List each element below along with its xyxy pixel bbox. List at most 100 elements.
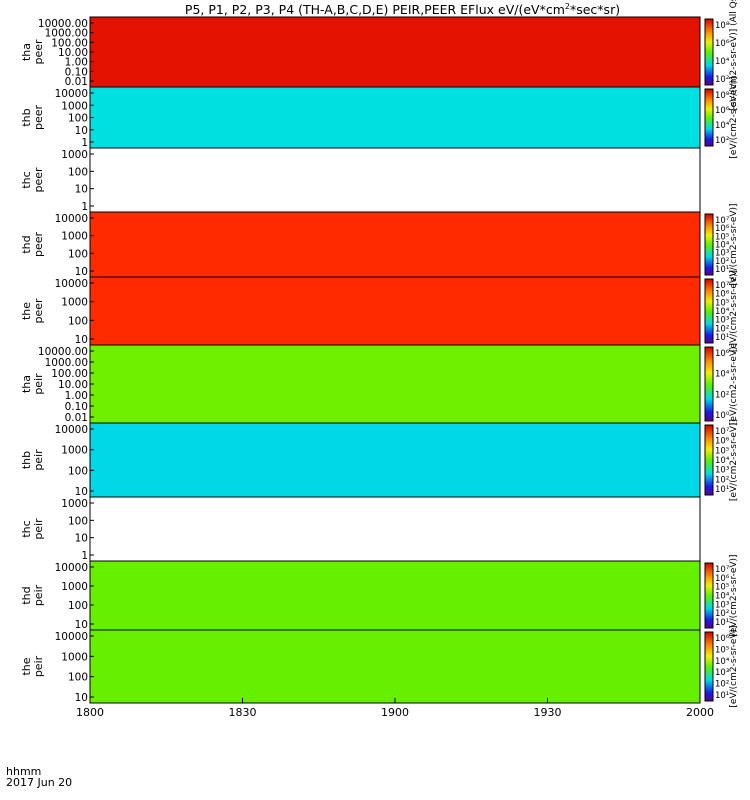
panel-4-colorbar-tick: 10³ (715, 316, 729, 326)
panel-9-colorbar (704, 631, 714, 702)
panel-0-colorbar-tick: 10⁶ (715, 39, 730, 49)
panel-1-ylabel-species: peer (32, 105, 45, 131)
panel-3-colorbar-tick: 10⁴ (715, 241, 730, 251)
panel-1-colorbar (704, 88, 714, 147)
panel-3-colorbar-tick: 10¹ (715, 265, 729, 275)
xtick-label: 2000 (686, 706, 714, 719)
panel-6-plot (89, 422, 701, 498)
panel-9-colorbar-tick: 10⁶ (715, 634, 730, 644)
panel-0-colorbar-tick: 10² (715, 75, 729, 85)
panel-1-colorbar-label: [eV/(cm2-s-sr-eV)] (729, 76, 739, 158)
panel-3-plot (89, 211, 701, 278)
panel-4-ytick-label: 100 (68, 315, 88, 327)
panel-1-colorbar-tick: 10² (715, 136, 729, 146)
panel-3-ytick-label: 10000 (55, 213, 88, 225)
panel-6-ylabel-probe: thb (20, 451, 33, 469)
panel-9-colorbar-tick: 10³ (715, 668, 729, 678)
panel-3-colorbar-tick: 10⁶ (715, 224, 730, 234)
panel-0-ytick-label: 0.01 (65, 76, 88, 88)
panel-4-colorbar-tick: 10⁴ (715, 307, 730, 317)
panel-3-colorbar-tick: 10⁷ (715, 216, 730, 226)
panel-1-colorbar-tick: 10⁴ (715, 121, 730, 131)
panel-9-colorbar-tick: 10² (715, 680, 729, 690)
panel-0-colorbar-label: [eV/(cm2-s-sr-eV)] (All Qs) (729, 0, 739, 111)
panel-5-ylabel-probe: tha (20, 375, 33, 393)
panel-9-ylabel-probe: the (20, 657, 33, 675)
panel-5-colorbar (704, 346, 714, 422)
panel-7-ytick-label: 10 (75, 533, 88, 545)
panel-0-ytick-label: 100.00 (51, 37, 88, 49)
panel-2-ylabel-species: peer (32, 167, 45, 193)
panel-8-colorbar-tick: 10³ (715, 600, 729, 610)
panel-5-plot (89, 344, 701, 424)
panel-8-colorbar-tick: 10⁴ (715, 592, 730, 602)
panel-3-ylabel-species: peer (32, 232, 45, 258)
panel-3-colorbar-tick: 10⁵ (715, 232, 729, 242)
panel-9-colorbar-tick: 10⁴ (715, 657, 730, 667)
panel-4-colorbar-tick: 10⁶ (715, 290, 730, 300)
panel-8-ytick-label: 100 (68, 600, 88, 612)
panel-6-colorbar-tick: 10⁶ (715, 437, 730, 447)
panel-4-ytick-label: 10 (75, 334, 88, 346)
panel-4-colorbar-tick: 10¹ (715, 333, 729, 343)
panel-9-ytick-label: 10 (75, 692, 88, 704)
panel-7-ytick-label: 100 (68, 515, 88, 527)
panel-3-colorbar-tick: 10² (715, 257, 729, 267)
panel-6-colorbar (704, 424, 714, 496)
panel-7-ytick-label: 1 (81, 550, 88, 562)
panel-4-plot (89, 276, 701, 346)
panel-8-colorbar-tick: 10⁵ (715, 583, 729, 593)
panel-6-ylabel-species: peir (32, 449, 45, 471)
chart-title-end: *sec*sr) (569, 2, 621, 18)
panel-5-ytick-label: 1000.00 (45, 357, 88, 369)
panel-3-ytick-label: 10 (75, 266, 88, 278)
panel-0-ylabel-species: peer (32, 39, 45, 65)
panel-8-colorbar-tick: 10² (715, 609, 729, 619)
panel-9-colorbar-tick: 10⁵ (715, 645, 729, 655)
xtick-label: 1900 (381, 706, 409, 719)
panel-5-ylabel-species: peir (32, 373, 45, 395)
panel-1-ylabel-probe: thb (20, 108, 33, 126)
panel-3-colorbar (704, 213, 714, 276)
panel-4-colorbar-tick: 10² (715, 324, 729, 334)
panel-0-ytick-label: 0.10 (65, 66, 88, 78)
panel-2-plot (89, 147, 701, 213)
panel-5-ytick-label: 100.00 (51, 368, 88, 380)
panel-5-colorbar-tick: 10⁰ (715, 411, 730, 421)
panel-2-ytick-label: 100 (68, 166, 88, 178)
panel-9-ytick-label: 10000 (55, 631, 88, 643)
panel-5-colorbar-tick: 10² (715, 390, 729, 400)
panel-1-ytick-label: 100 (68, 113, 88, 125)
panel-5-ytick-label: 0.01 (65, 412, 88, 424)
panel-2-ytick-label: 1000 (61, 149, 88, 161)
panel-8-ylabel-probe: thd (20, 586, 33, 604)
panel-8-colorbar-label: [eV/(cm2-s-sr-eV)] (729, 554, 739, 636)
panel-1-colorbar-tick: 10⁸ (715, 91, 730, 101)
panel-6-ytick-label: 10 (75, 486, 88, 498)
chart-title-superscript: 2 (564, 2, 570, 11)
panel-5-colorbar-label: [eV/(cm2-s-sr-eV)] (729, 343, 739, 425)
panel-2-ytick-label: 10 (75, 184, 88, 196)
panel-8-colorbar (704, 562, 714, 629)
panel-5-colorbar-tick: 10⁶ (715, 349, 730, 359)
panel-0-ytick-label: 1.00 (65, 57, 88, 69)
panel-1-ytick-label: 10 (75, 125, 88, 137)
panel-3-ytick-label: 100 (68, 248, 88, 260)
panel-7-ylabel-probe: thc (20, 520, 33, 537)
panel-0-colorbar-tick: 10⁴ (715, 57, 730, 67)
panel-1-ytick-label: 1000 (61, 100, 88, 112)
panel-4-colorbar-tick: 10⁵ (715, 298, 729, 308)
panel-3-ylabel-probe: thd (20, 235, 33, 253)
panel-6-colorbar-tick: 10³ (715, 466, 729, 476)
panel-0-ytick-label: 10.00 (58, 47, 88, 59)
panel-7-ytick-label: 1000 (61, 498, 88, 510)
panel-1-ytick-label: 1 (81, 137, 88, 149)
x-axis-time-label: hhmm (6, 765, 42, 778)
panel-8-plot (89, 560, 701, 631)
panel-1-plot (89, 86, 701, 149)
panel-5-ytick-label: 0.10 (65, 401, 88, 413)
panel-9-ytick-label: 1000 (61, 651, 88, 663)
panel-6-ytick-label: 1000 (61, 445, 88, 457)
xtick-label: 1830 (229, 706, 257, 719)
panel-6-colorbar-tick: 10⁴ (715, 456, 730, 466)
